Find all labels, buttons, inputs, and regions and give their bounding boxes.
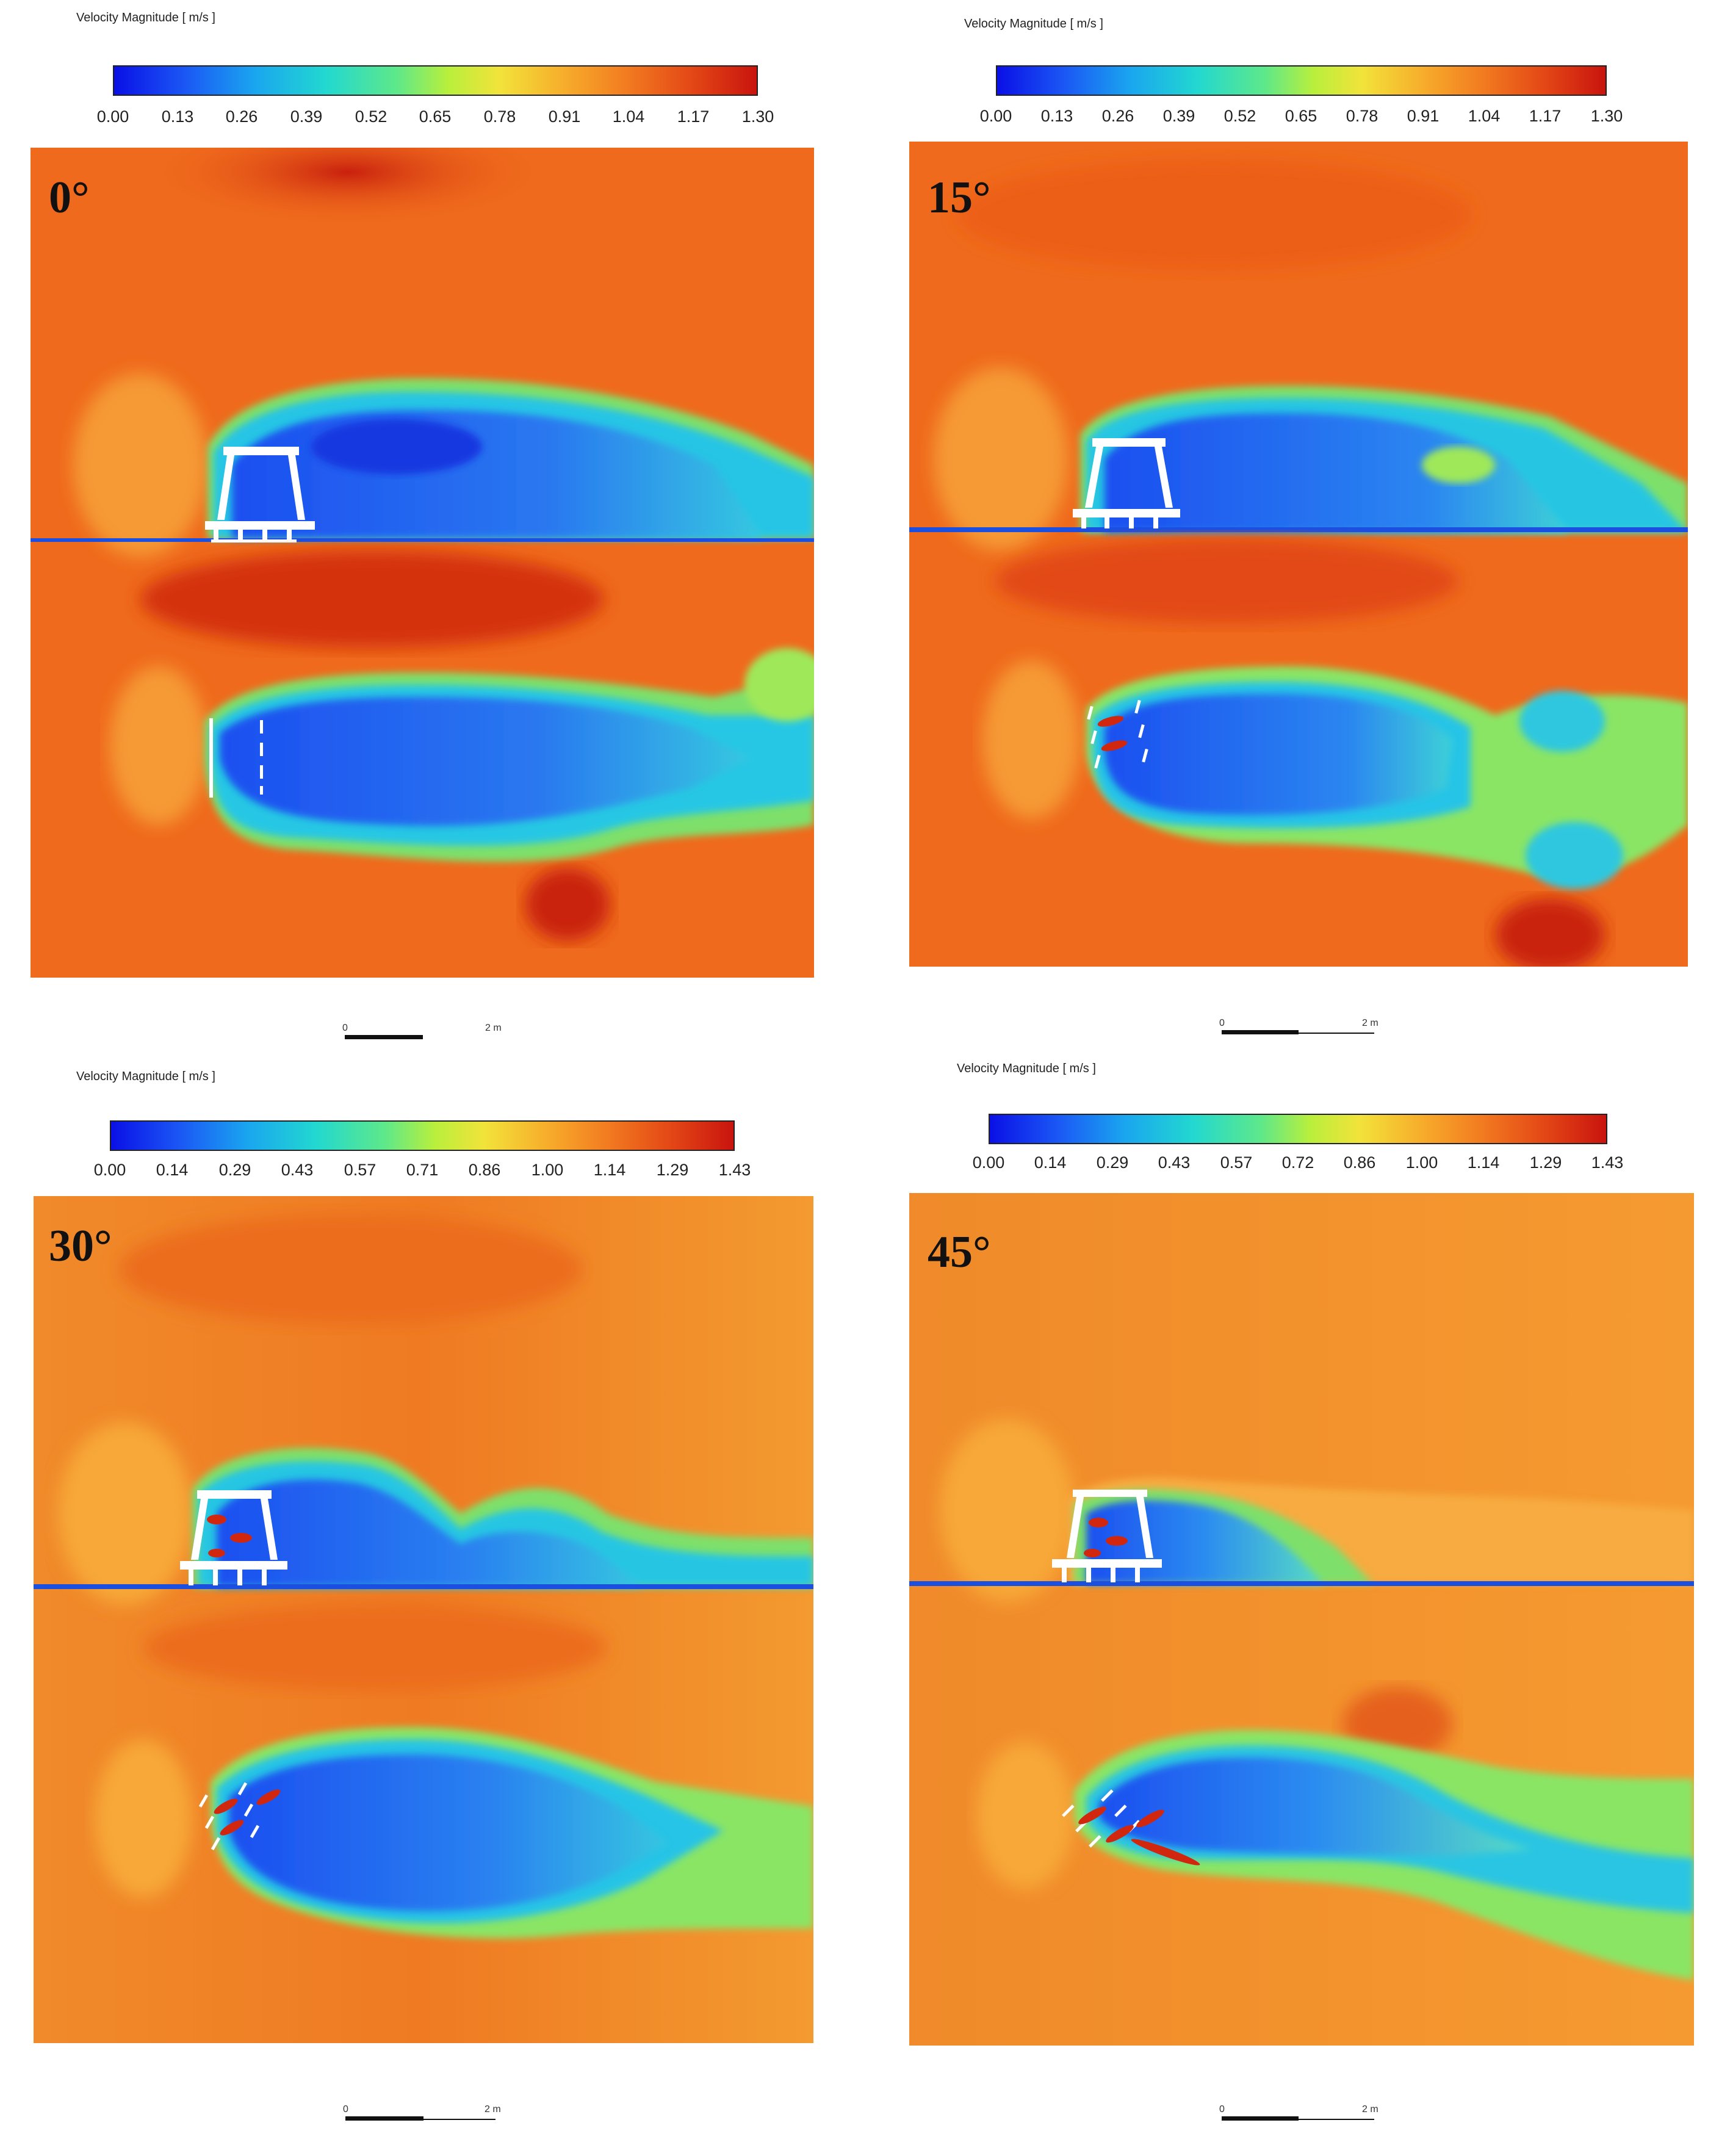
scale-bar-empty — [1299, 1033, 1374, 1034]
pier-structure-side — [1052, 1490, 1162, 1582]
tick-label: 0.00 — [93, 1161, 126, 1179]
tick-label: 0.78 — [1346, 107, 1378, 125]
tick-label: 1.14 — [593, 1161, 626, 1179]
tick-label: 0.86 — [1343, 1153, 1376, 1172]
tick-label: 0.39 — [1162, 107, 1195, 125]
angle-label: 0° — [49, 173, 90, 223]
pier-structure-plan — [198, 1782, 260, 1851]
ground-line — [31, 538, 814, 542]
tick-label: 0.14 — [156, 1161, 189, 1179]
wake-region-plan — [1105, 694, 1452, 815]
scale-start-label: 0 — [1219, 2104, 1225, 2115]
tick-label: 0.43 — [281, 1161, 314, 1179]
velocity-field-45: 45° — [909, 1193, 1694, 2046]
colorbar — [989, 1114, 1607, 1144]
velocity-field-0: 0° — [31, 148, 814, 978]
tick-label: 0.00 — [96, 107, 129, 126]
scale-start-label: 0 — [342, 1023, 348, 1033]
scale-bar-empty — [423, 2119, 496, 2120]
tick-label: 1.30 — [741, 107, 774, 126]
tick-label: 1.30 — [1590, 107, 1623, 125]
tick-label: 0.13 — [161, 107, 194, 126]
tick-label: 0.71 — [406, 1161, 439, 1179]
tick-label: 1.17 — [1529, 107, 1562, 125]
scale-end-label: 2 m — [1362, 2104, 1378, 2115]
pier-structure-plan — [1087, 699, 1148, 769]
scale-bar-filled — [1222, 2116, 1299, 2121]
tick-label: 1.43 — [1591, 1153, 1624, 1172]
tick-label: 0.52 — [355, 107, 387, 126]
tick-label: 0.57 — [1220, 1153, 1253, 1172]
tick-label: 0.26 — [1101, 107, 1134, 125]
tick-label: 1.00 — [531, 1161, 564, 1179]
tick-label: 1.14 — [1467, 1153, 1500, 1172]
tick-label: 0.13 — [1040, 107, 1073, 125]
scale-bar-filled — [345, 2116, 423, 2121]
tick-label: 0.65 — [419, 107, 452, 126]
ground-line — [909, 527, 1688, 532]
tick-label: 0.29 — [218, 1161, 251, 1179]
tick-label: 0.78 — [483, 107, 516, 126]
wake-region-side — [1105, 413, 1568, 532]
tick-label: 1.00 — [1405, 1153, 1438, 1172]
velocity-field-30: 30° — [34, 1196, 813, 2043]
colorbar — [113, 65, 758, 96]
contour-plot — [31, 148, 814, 978]
colorbar — [996, 65, 1607, 96]
colorbar-title: Velocity Magnitude [ m/s ] — [957, 1062, 1096, 1075]
colorbar — [110, 1120, 735, 1151]
tick-label: 0.91 — [1407, 107, 1440, 125]
angle-label: 45° — [928, 1227, 991, 1277]
wake-region-plan — [1098, 1758, 1532, 1855]
tick-label: 0.39 — [290, 107, 323, 126]
tick-label: 0.72 — [1281, 1153, 1314, 1172]
tick-label: 0.57 — [344, 1161, 377, 1179]
contour-plot — [909, 142, 1688, 967]
contour-plot — [34, 1196, 813, 2043]
tick-label: 0.29 — [1096, 1153, 1129, 1172]
scale-end-label: 2 m — [485, 1023, 502, 1033]
scale-end-label: 2 m — [485, 2104, 501, 2115]
tick-label: 1.04 — [1468, 107, 1501, 125]
colorbar-title: Velocity Magnitude [ m/s ] — [76, 11, 215, 24]
ground-line — [34, 1584, 813, 1589]
wake-region-plan — [220, 697, 751, 826]
tick-label: 0.91 — [548, 107, 581, 126]
angle-label: 15° — [928, 173, 991, 223]
scale-bar-empty — [1299, 2119, 1374, 2120]
angle-label: 30° — [49, 1221, 112, 1271]
pier-structure-plan — [209, 718, 263, 798]
tick-label: 0.00 — [979, 107, 1012, 125]
scale-bar-filled — [345, 1035, 423, 1039]
tick-label: 0.65 — [1285, 107, 1317, 125]
pier-structure-side — [180, 1490, 287, 1585]
colorbar-title: Velocity Magnitude [ m/s ] — [76, 1070, 215, 1083]
scale-bar-filled — [1222, 1030, 1299, 1034]
tick-label: 1.43 — [718, 1161, 751, 1179]
tick-label: 1.04 — [612, 107, 645, 126]
tick-label: 1.29 — [656, 1161, 689, 1179]
wake-region-plan — [229, 1754, 668, 1911]
tick-label: 0.00 — [972, 1153, 1005, 1172]
scale-start-label: 0 — [343, 2104, 348, 2115]
colorbar-title: Velocity Magnitude [ m/s ] — [964, 17, 1103, 31]
tick-label: 1.17 — [677, 107, 710, 126]
contour-plot — [909, 1193, 1694, 2046]
high-velocity-region — [146, 148, 549, 227]
scale-start-label: 0 — [1219, 1018, 1225, 1028]
ground-line — [909, 1581, 1694, 1586]
tick-label: 0.26 — [225, 107, 258, 126]
tick-label: 1.29 — [1529, 1153, 1562, 1172]
tick-label: 0.14 — [1034, 1153, 1067, 1172]
tick-label: 0.52 — [1223, 107, 1256, 125]
pier-structure-side — [205, 447, 315, 543]
tick-label: 0.43 — [1158, 1153, 1191, 1172]
pier-structure-side — [1073, 438, 1180, 528]
velocity-field-15: 15° — [909, 142, 1688, 967]
scale-end-label: 2 m — [1362, 1018, 1378, 1028]
wake-region-side — [217, 1479, 644, 1587]
tick-label: 0.86 — [468, 1161, 501, 1179]
